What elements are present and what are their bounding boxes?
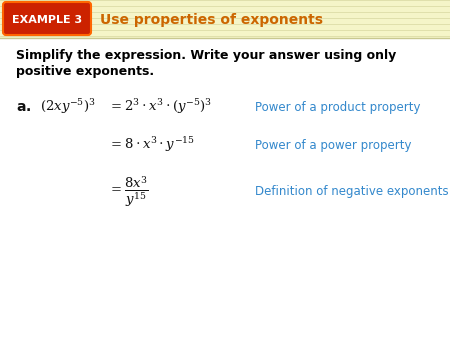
Text: $= 2^3 \cdot x^3 \cdot (y^{-5})^3$: $= 2^3 \cdot x^3 \cdot (y^{-5})^3$ — [108, 98, 212, 117]
Text: $\mathbf{a.}$: $\mathbf{a.}$ — [16, 100, 31, 114]
Text: $= \dfrac{8x^3}{y^{15}}$: $= \dfrac{8x^3}{y^{15}}$ — [108, 174, 149, 210]
Text: Simplify the expression. Write your answer using only: Simplify the expression. Write your answ… — [16, 49, 396, 63]
Text: $(2xy^{-5})^3$: $(2xy^{-5})^3$ — [40, 98, 96, 117]
Text: $= 8 \cdot x^3 \cdot y^{-15}$: $= 8 \cdot x^3 \cdot y^{-15}$ — [108, 136, 195, 154]
Text: positive exponents.: positive exponents. — [16, 65, 154, 77]
FancyBboxPatch shape — [3, 2, 91, 35]
Text: Power of a power property: Power of a power property — [255, 139, 411, 151]
Text: Use properties of exponents: Use properties of exponents — [100, 13, 323, 27]
Text: Definition of negative exponents: Definition of negative exponents — [255, 186, 449, 198]
Text: EXAMPLE 3: EXAMPLE 3 — [12, 15, 82, 25]
FancyBboxPatch shape — [0, 0, 450, 38]
Text: Power of a product property: Power of a product property — [255, 100, 420, 114]
